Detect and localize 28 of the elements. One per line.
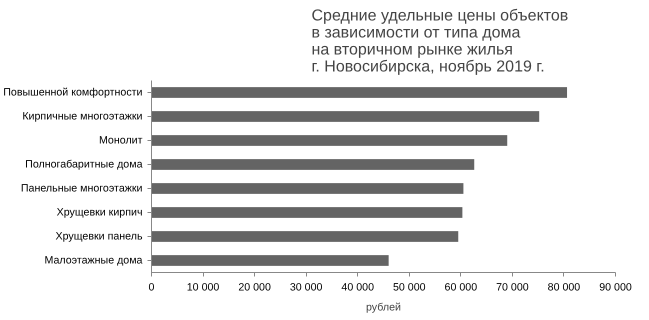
chart-title: Средние удельные цены объектов в зависимости от типа дома на вторичном рынке жилья г. Новосибирска, ноябрь 2019 г. [312,8,568,76]
x-tick-label: 40 000 [341,282,374,294]
y-tick-label: Панельные многоэтажки [20,182,143,194]
bar [152,159,474,170]
x-tick-label: 50 000 [392,282,426,294]
x-tick-label: 30 000 [290,282,323,294]
x-tick-label: 80 000 [548,282,580,294]
x-tick-label: 90 000 [599,282,632,294]
x-tick-label: 10 000 [186,282,220,294]
y-tick-label: Хрущевки панель [56,230,143,242]
bar [152,135,508,146]
y-tick-label: Повышенной комфортности [3,86,143,98]
x-tick-label: 20 000 [238,282,271,294]
bar [152,87,568,98]
y-tick-label: Малоэтажные дома [44,254,143,266]
bar [152,207,462,218]
x-tick-label: 60 000 [444,282,478,294]
bar [152,231,458,242]
y-tick-label: Монолит [98,134,143,146]
y-tick-label: Хрущевки кирпич [56,206,143,218]
x-tick-label: 0 [148,282,155,294]
y-tick-label: Полногабаритные дома [25,158,143,170]
x-tick-label: 70 000 [496,282,529,294]
bar [152,111,540,122]
bar [152,183,464,194]
y-tick-label: Кирпичные многоэтажки [22,110,143,122]
x-axis-title: рублей [366,302,402,314]
bar [152,255,389,266]
